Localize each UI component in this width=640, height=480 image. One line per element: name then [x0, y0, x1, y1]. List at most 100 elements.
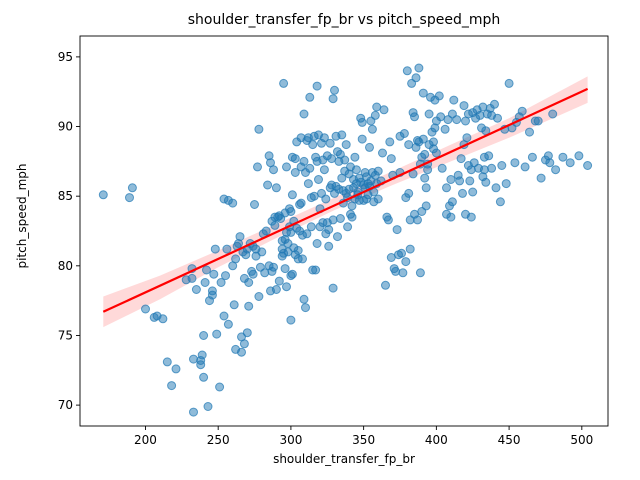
x-tick-label: 300 — [279, 433, 302, 447]
scatter-point — [162, 357, 172, 367]
scatter-point — [221, 271, 230, 281]
x-tick-label: 400 — [425, 433, 448, 447]
scatter-point — [296, 198, 306, 208]
scatter-point — [189, 354, 198, 364]
scatter-point — [420, 149, 430, 159]
scatter-point — [141, 304, 150, 314]
scatter-point — [197, 350, 207, 360]
scatter-point — [202, 265, 211, 275]
scatter-point — [351, 165, 361, 175]
scatter-points-layer — [98, 63, 593, 417]
scatter-point — [287, 190, 297, 200]
scatter-point — [373, 194, 383, 204]
scatter-point — [455, 176, 465, 186]
scatter-point — [421, 201, 431, 211]
scatter-point — [333, 232, 342, 242]
scatter-point — [378, 148, 387, 158]
scatter-point — [253, 162, 262, 172]
scatter-point — [244, 278, 254, 287]
scatter-point — [191, 285, 201, 294]
scatter-point — [286, 315, 296, 325]
scatter-point — [305, 163, 315, 173]
scatter-point — [219, 311, 229, 321]
scatter-point — [324, 225, 334, 235]
y-axis-label: pitch_speed_mph — [15, 163, 29, 268]
y-tick-label: 70 — [58, 398, 73, 412]
scatter-point — [311, 265, 321, 275]
scatter-point — [405, 244, 415, 254]
scatter-point — [413, 215, 422, 225]
scatter-point — [321, 194, 331, 204]
scatter-point — [325, 138, 335, 148]
scatter-point — [398, 268, 408, 278]
scatter-point — [420, 173, 430, 183]
scatter-point — [442, 183, 451, 193]
scatter-point — [167, 381, 177, 391]
scatter-point — [481, 177, 491, 187]
scatter-point — [305, 92, 315, 102]
scatter-point — [158, 314, 168, 324]
scatter-point — [357, 117, 367, 127]
scatter-point — [312, 239, 322, 248]
scatter-point — [231, 254, 241, 264]
scatter-point — [210, 244, 220, 254]
scatter-point — [209, 269, 219, 279]
scatter-point — [347, 212, 357, 222]
scatter-point — [548, 109, 558, 119]
scatter-point — [335, 214, 345, 223]
scatter-point — [306, 222, 316, 232]
scatter-point — [491, 183, 501, 193]
scatter-point — [415, 268, 425, 278]
scatter-point — [402, 66, 412, 76]
scatter-point — [196, 360, 206, 370]
scatter-point — [239, 339, 249, 349]
scatter-point — [282, 162, 291, 172]
scatter-point — [330, 85, 339, 95]
scatter-point — [421, 183, 431, 193]
scatter-point — [510, 158, 520, 168]
y-tick-label: 75 — [58, 328, 73, 342]
scatter-point — [269, 165, 278, 175]
scatter-point — [551, 165, 561, 175]
scatter-point — [520, 162, 530, 172]
scatter-point — [527, 152, 537, 162]
scatter-point — [257, 247, 267, 257]
scatter-point — [381, 280, 390, 290]
scatter-point — [583, 161, 593, 170]
scatter-point — [215, 382, 225, 392]
axes-layer: 200 250 300 350 400 450 500 70 75 80 85 90 95 — [58, 35, 609, 447]
scatter-point — [462, 133, 472, 143]
scatter-point — [308, 140, 318, 150]
scatter-point — [125, 193, 134, 203]
scatter-point — [466, 212, 476, 222]
x-tick-label: 350 — [352, 433, 375, 447]
scatter-point — [525, 127, 534, 137]
scatter-point — [440, 124, 450, 134]
scatter-point — [533, 116, 543, 126]
scatter-point — [386, 154, 396, 164]
scatter-point — [418, 134, 428, 144]
scatter-point — [449, 95, 459, 105]
y-tick-label: 95 — [58, 50, 73, 64]
x-axis-label: shoulder_transfer_fp_br — [273, 452, 415, 466]
scatter-point — [383, 215, 393, 225]
scatter-point — [303, 179, 313, 189]
x-tick-label: 250 — [207, 433, 230, 447]
scatter-point — [475, 110, 485, 120]
scatter-point — [391, 266, 401, 276]
scatter-point — [254, 124, 264, 134]
scatter-point — [424, 109, 434, 119]
scatter-point — [279, 78, 289, 88]
x-tick-label: 200 — [134, 433, 157, 447]
scatter-point — [545, 158, 555, 168]
scatter-point — [222, 244, 232, 254]
scatter-point — [458, 188, 467, 198]
scatter-point — [187, 273, 197, 283]
scatter-point — [504, 78, 514, 88]
scatter-point — [203, 402, 213, 411]
scatter-point — [401, 257, 411, 267]
scatter-point — [287, 269, 297, 279]
scatter-point — [263, 180, 273, 190]
scatter-point — [235, 232, 245, 242]
